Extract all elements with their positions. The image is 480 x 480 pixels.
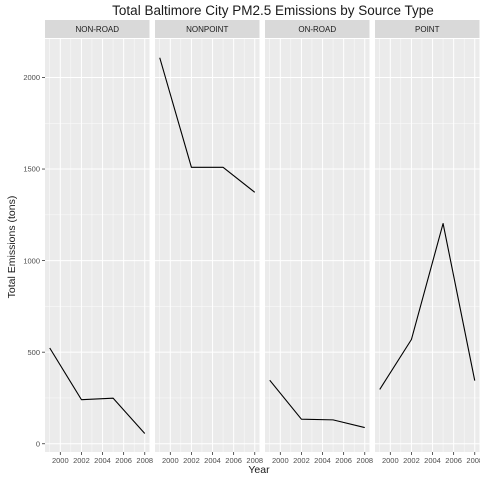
facet-strip (265, 20, 370, 38)
x-tick-label: 2000 (382, 456, 399, 465)
facet-strip (45, 20, 150, 38)
y-tick-label: 2000 (23, 73, 40, 82)
facet-strip-label: ON-ROAD (298, 25, 336, 34)
x-tick-label: 2000 (52, 456, 69, 465)
series-line-non-road (49, 347, 146, 434)
x-tick-label: 2006 (225, 456, 242, 465)
x-tick-label: 2002 (403, 456, 420, 465)
facet-strip-label: POINT (415, 25, 440, 34)
x-tick-label: 2004 (314, 456, 331, 465)
x-tick-label: 2004 (424, 456, 441, 465)
facet-panels: NON-ROAD 2000 2002 2004 2006 2008 NONPOINT 2000… (45, 20, 480, 465)
y-tick-label: 500 (27, 348, 40, 357)
x-tick-label: 2008 (356, 456, 373, 465)
x-tick-label: 2002 (293, 456, 310, 465)
y-tick-label: 0 (36, 439, 40, 448)
x-axis-label: Year (248, 464, 270, 476)
x-tick-label: 2004 (204, 456, 221, 465)
facet-non-road: NON-ROAD 2000 2002 2004 2006 2008 (45, 20, 153, 465)
x-tick-label: 2008 (246, 456, 263, 465)
y-axis: 0 500 1000 1500 2000 (23, 73, 45, 448)
series-line-on-road (269, 379, 365, 429)
facet-nonpoint: NONPOINT 2000 2002 2004 2006 2008 (155, 20, 263, 465)
facet-point: POINT 2000 2002 2004 2006 2008 (375, 20, 480, 465)
x-tick-label: 2002 (73, 456, 90, 465)
facet-strip (375, 20, 480, 38)
panel-background (375, 39, 480, 452)
facet-on-road: ON-ROAD 2000 2002 2004 2006 2008 (265, 20, 373, 465)
x-tick-label: 2000 (272, 456, 289, 465)
facet-strip (155, 20, 260, 38)
series-line-nonpoint (159, 57, 256, 193)
x-tick-label: 2008 (136, 456, 153, 465)
x-tick-label: 2006 (335, 456, 352, 465)
x-tick-label: 2006 (445, 456, 462, 465)
y-axis-label: Total Emissions (tons) (6, 196, 18, 299)
x-tick-label: 2006 (115, 456, 132, 465)
x-tick-label: 2004 (94, 456, 111, 465)
facet-strip-label: NONPOINT (186, 25, 228, 34)
panel-background (45, 39, 150, 452)
y-tick-label: 1500 (23, 165, 40, 174)
chart-title: Total Baltimore City PM2.5 Emissions by … (112, 3, 434, 18)
panel-background (265, 39, 370, 452)
panel-background (155, 39, 260, 452)
y-tick-label: 1000 (23, 256, 40, 265)
x-tick-label: 2002 (183, 456, 200, 465)
series-line-point (379, 222, 476, 390)
x-tick-label: 2008 (466, 456, 480, 465)
x-tick-label: 2000 (162, 456, 179, 465)
facet-strip-label: NON-ROAD (75, 25, 119, 34)
